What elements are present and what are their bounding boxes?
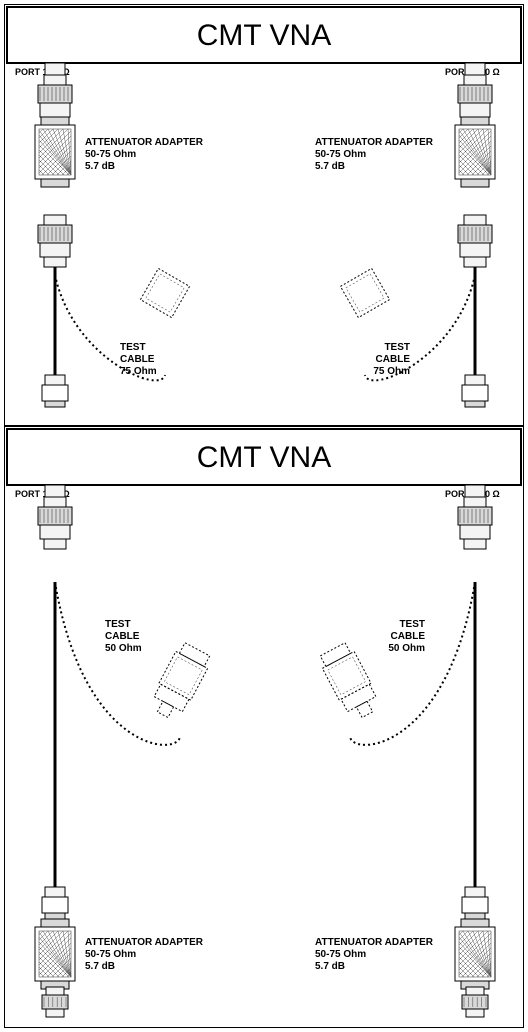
svg-text:50 Ohm: 50 Ohm bbox=[388, 643, 425, 654]
svg-text:50-75 Ohm: 50-75 Ohm bbox=[315, 949, 366, 960]
svg-text:CABLE: CABLE bbox=[120, 354, 155, 365]
attenuator-label: ATTENUATOR ADAPTER bbox=[315, 937, 434, 948]
svg-text:50-75 Ohm: 50-75 Ohm bbox=[85, 149, 136, 160]
attenuator-label: ATTENUATOR ADAPTER bbox=[315, 137, 434, 148]
svg-text:75 Ohm: 75 Ohm bbox=[120, 366, 157, 377]
attenuator-label: ATTENUATOR ADAPTER bbox=[85, 137, 204, 148]
svg-text:CABLE: CABLE bbox=[376, 354, 411, 365]
svg-text:75 Ohm: 75 Ohm bbox=[373, 366, 410, 377]
svg-text:5.7 dB: 5.7 dB bbox=[85, 961, 115, 972]
cable-label: TEST bbox=[399, 619, 425, 630]
svg-text:CABLE: CABLE bbox=[391, 631, 426, 642]
diagram-panel: CMT VNAPORT 1 50 ΩPORT 2 50 ΩATTENUATOR … bbox=[4, 4, 524, 426]
cable-label: TEST bbox=[105, 619, 131, 630]
svg-text:CABLE: CABLE bbox=[105, 631, 140, 642]
cable-label: TEST bbox=[120, 342, 146, 353]
cable-label: TEST bbox=[384, 342, 410, 353]
diagram-panel: CMT VNAPORT 1 50 ΩPORT 2 50 ΩTESTCABLE50… bbox=[4, 426, 524, 1028]
svg-text:5.7 dB: 5.7 dB bbox=[85, 161, 115, 172]
vna-title: CMT VNA bbox=[197, 441, 331, 474]
svg-text:50-75 Ohm: 50-75 Ohm bbox=[85, 949, 136, 960]
svg-text:50 Ohm: 50 Ohm bbox=[105, 643, 142, 654]
svg-text:5.7 dB: 5.7 dB bbox=[315, 161, 345, 172]
vna-title: CMT VNA bbox=[197, 19, 331, 52]
svg-text:50-75 Ohm: 50-75 Ohm bbox=[315, 149, 366, 160]
attenuator-label: ATTENUATOR ADAPTER bbox=[85, 937, 204, 948]
svg-text:5.7 dB: 5.7 dB bbox=[315, 961, 345, 972]
